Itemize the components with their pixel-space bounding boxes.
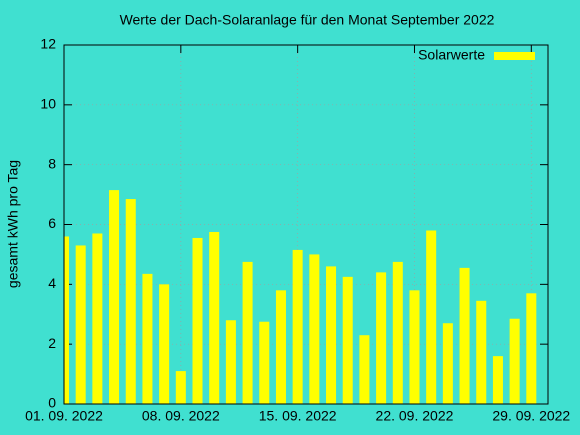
chart-title: Werte der Dach-Solaranlage für den Monat… — [120, 12, 495, 28]
bar — [309, 254, 320, 404]
bar — [509, 318, 520, 404]
y-tick-label: 10 — [40, 96, 56, 112]
bar — [459, 267, 470, 404]
x-tick-label: 15. 09. 2022 — [259, 408, 337, 424]
bar — [426, 230, 437, 404]
bar — [75, 245, 86, 404]
bar — [275, 290, 286, 404]
bar — [109, 190, 120, 404]
x-tick-label: 29. 09. 2022 — [492, 408, 570, 424]
plot-area — [64, 190, 537, 404]
bar — [492, 356, 503, 404]
bar — [175, 371, 186, 404]
bar — [64, 236, 70, 404]
bar — [259, 321, 270, 404]
y-tick-label: 6 — [48, 215, 56, 231]
legend-swatch — [494, 52, 535, 60]
y-tick-label: 12 — [40, 36, 56, 52]
bar — [125, 199, 136, 404]
bar — [225, 320, 236, 404]
bar — [342, 276, 353, 404]
bar — [326, 266, 337, 404]
bar — [476, 300, 487, 404]
y-tick-label: 0 — [48, 395, 56, 411]
bar — [442, 323, 453, 404]
legend-label: Solarwerte — [418, 47, 485, 63]
bar — [209, 231, 220, 404]
y-axis-label: gesamt kWh pro Tag — [5, 160, 21, 288]
bar — [526, 293, 537, 404]
bar — [392, 261, 403, 404]
bar — [376, 272, 387, 404]
x-tick-label: 22. 09. 2022 — [376, 408, 454, 424]
bar — [192, 237, 203, 404]
bar — [92, 233, 103, 404]
bar — [142, 273, 153, 404]
x-tick-label: 08. 09. 2022 — [142, 408, 220, 424]
bar — [292, 249, 303, 404]
bar — [159, 284, 170, 404]
bar — [359, 335, 370, 404]
x-tick-label: 01. 09. 2022 — [25, 408, 103, 424]
bar — [242, 261, 253, 404]
y-tick-label: 4 — [48, 275, 56, 291]
y-tick-label: 8 — [48, 155, 56, 171]
bar — [409, 290, 420, 404]
plot-frame — [63, 44, 549, 405]
y-tick-label: 2 — [48, 335, 56, 351]
